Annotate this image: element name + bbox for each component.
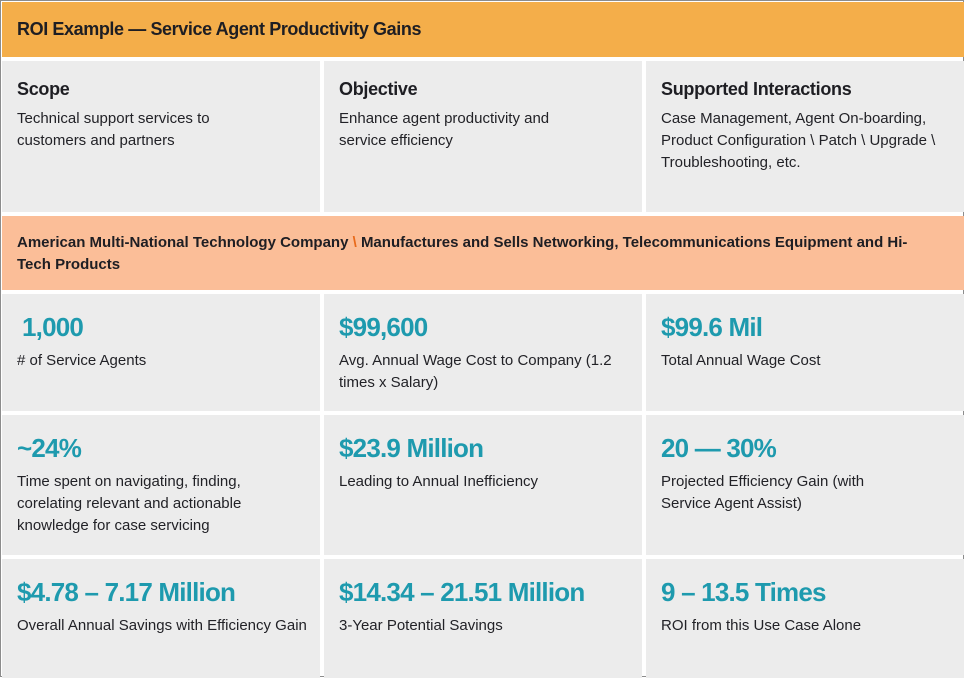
company-separator: \ <box>352 234 357 251</box>
interactions-heading: Supported Interactions <box>661 79 852 99</box>
metric-value: $14.34 – 21.51 Million <box>339 577 585 607</box>
slide-title: ROI Example — Service Agent Productivity… <box>2 2 964 57</box>
metric-cell: $14.34 – 21.51 Million 3-Year Potential … <box>324 559 642 678</box>
metric-cell: $99.6 Mil Total Annual Wage Cost <box>646 294 964 411</box>
metric-cell: ~24% Time spent on navigating, finding, … <box>2 415 320 555</box>
metric-label: Avg. Annual Wage Cost to Company (1.2 ti… <box>339 352 612 391</box>
metric-value: $99,600 <box>339 312 428 342</box>
metric-label: # of Service Agents <box>17 352 147 369</box>
metric-value: $4.78 – 7.17 Million <box>17 577 236 607</box>
metric-label: Projected Efficiency Gain (with Service … <box>661 473 865 512</box>
metric-value: $99.6 Mil <box>661 312 763 342</box>
metric-label: Time spent on navigating, finding, corel… <box>17 473 242 534</box>
company-business: Manufactures and Sells Networking, Telec… <box>17 234 908 273</box>
metric-value: $23.9 Million <box>339 433 484 463</box>
scope-text: Technical support services to customers … <box>17 110 210 149</box>
scope-heading: Scope <box>17 79 70 99</box>
objective-cell: Objective Enhance agent productivity and… <box>324 61 642 212</box>
metric-label: Overall Annual Savings with Efficiency G… <box>17 617 307 634</box>
metric-label: Leading to Annual Inefficiency <box>339 473 539 490</box>
metric-label: Total Annual Wage Cost <box>661 352 821 369</box>
interactions-cell: Supported Interactions Case Management, … <box>646 61 964 212</box>
objective-text: Enhance agent productivity and service e… <box>339 110 550 149</box>
interactions-text: Case Management, Agent On-boarding, Prod… <box>661 110 936 171</box>
scope-cell: Scope Technical support services to cust… <box>2 61 320 212</box>
metric-cell: $4.78 – 7.17 Million Overall Annual Savi… <box>2 559 320 678</box>
metric-cell: 20 — 30% Projected Efficiency Gain (with… <box>646 415 964 555</box>
metric-value: ~24% <box>17 433 82 463</box>
metric-cell: $23.9 Million Leading to Annual Ineffici… <box>324 415 642 555</box>
company-description: American Multi-National Technology Compa… <box>2 216 964 290</box>
metric-label: 3-Year Potential Savings <box>339 617 503 634</box>
metric-cell: 9 – 13.5 Times ROI from this Use Case Al… <box>646 559 964 678</box>
metric-value: 9 – 13.5 Times <box>661 577 826 607</box>
metric-label: ROI from this Use Case Alone <box>661 617 862 634</box>
metric-value: 1,000 <box>22 312 84 342</box>
metric-value: 20 — 30% <box>661 433 777 463</box>
objective-heading: Objective <box>339 79 418 99</box>
metric-cell: $99,600 Avg. Annual Wage Cost to Company… <box>324 294 642 411</box>
metric-cell: 1,000 # of Service Agents <box>2 294 320 411</box>
company-type: American Multi-National Technology Compa… <box>17 234 349 251</box>
